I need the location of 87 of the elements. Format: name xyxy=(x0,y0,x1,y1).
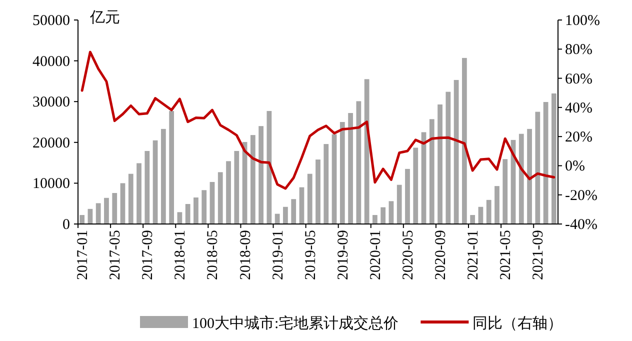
bar xyxy=(258,126,264,224)
bar xyxy=(454,80,459,224)
y2-tick-label: 20% xyxy=(565,130,592,146)
x-tick-label: 2019-01 xyxy=(270,230,286,280)
legend-label: 同比（右轴） xyxy=(472,315,563,332)
bar xyxy=(177,212,182,224)
bar xyxy=(80,215,85,224)
bar xyxy=(364,79,370,224)
bar xyxy=(502,159,508,224)
bar xyxy=(543,102,548,224)
x-tick-label: 2020-01 xyxy=(368,230,384,280)
y-tick-label: 40000 xyxy=(32,54,70,70)
bar xyxy=(551,93,556,224)
x-tick-label: 2020-05 xyxy=(400,230,416,280)
y-tick-label: 50000 xyxy=(32,13,70,29)
y2-tick-label: 0% xyxy=(565,158,585,175)
bar xyxy=(396,184,402,224)
bar xyxy=(160,128,166,224)
bar xyxy=(299,187,304,224)
bar xyxy=(388,201,394,224)
x-tick-label: 2021-09 xyxy=(530,230,547,280)
y-tick-label: 30000 xyxy=(32,94,70,111)
legend-label: 100大中城市:宅地累计成交总价 xyxy=(192,315,399,332)
bar xyxy=(413,148,418,224)
bar xyxy=(274,214,280,224)
bar xyxy=(169,110,174,224)
y2-tick-label: -20% xyxy=(565,188,598,204)
bar xyxy=(470,215,476,224)
x-tick-label: 2019-09 xyxy=(335,230,352,280)
bar xyxy=(438,104,442,224)
bar xyxy=(462,58,467,224)
bar xyxy=(348,113,353,224)
bar xyxy=(324,144,329,224)
bar xyxy=(316,160,320,224)
x-tick-label: 2017-05 xyxy=(108,230,124,280)
bar xyxy=(446,92,451,224)
bar xyxy=(380,207,386,224)
y2-tick-label: 100% xyxy=(565,13,600,29)
bar xyxy=(104,198,109,224)
y2-tick-label: -40% xyxy=(565,217,598,233)
bar xyxy=(283,206,288,224)
x-tick-label: 2018-01 xyxy=(172,230,189,280)
bar xyxy=(291,199,296,224)
bar xyxy=(202,190,207,224)
bar xyxy=(185,204,190,224)
bar xyxy=(429,119,434,224)
bar xyxy=(372,215,378,224)
y-tick-label: 10000 xyxy=(32,176,70,192)
bar xyxy=(112,192,118,224)
bar xyxy=(486,200,492,224)
bar xyxy=(527,128,532,224)
bar xyxy=(136,163,142,224)
x-tick-label: 2017-01 xyxy=(75,230,92,280)
bar xyxy=(332,134,337,224)
x-tick-label: 2021-05 xyxy=(498,230,514,280)
y2-tick-label: 60% xyxy=(565,71,592,88)
bar xyxy=(356,101,362,224)
y2-tick-label: 40% xyxy=(565,100,592,116)
bar xyxy=(266,110,272,224)
bar xyxy=(120,183,126,224)
bar xyxy=(194,197,198,224)
bar xyxy=(128,174,134,224)
x-tick-label: 2020-09 xyxy=(433,230,450,280)
bar xyxy=(234,150,240,224)
bar xyxy=(250,135,256,224)
x-tick-label: 2018-05 xyxy=(205,230,222,280)
x-tick-label: 2017-09 xyxy=(140,230,156,280)
x-tick-label: 2019-05 xyxy=(302,230,319,280)
bar xyxy=(494,186,500,224)
bar xyxy=(518,134,524,224)
x-tick-label: 2018-09 xyxy=(238,230,254,280)
bar xyxy=(226,161,231,224)
bar xyxy=(152,140,158,224)
bar xyxy=(307,174,312,224)
bar xyxy=(96,203,101,224)
bar xyxy=(405,168,410,224)
y-axis-title: 亿元 xyxy=(89,10,120,26)
bar xyxy=(340,122,345,224)
x-tick-label: 2021-01 xyxy=(466,230,482,280)
line-series xyxy=(80,50,556,190)
y-tick-label: 0 xyxy=(62,217,70,233)
bar xyxy=(144,150,150,224)
bar xyxy=(218,172,223,224)
y-tick-label: 20000 xyxy=(32,135,70,152)
y2-tick-label: 80% xyxy=(565,42,592,58)
bar xyxy=(210,182,215,224)
bar xyxy=(535,112,540,224)
